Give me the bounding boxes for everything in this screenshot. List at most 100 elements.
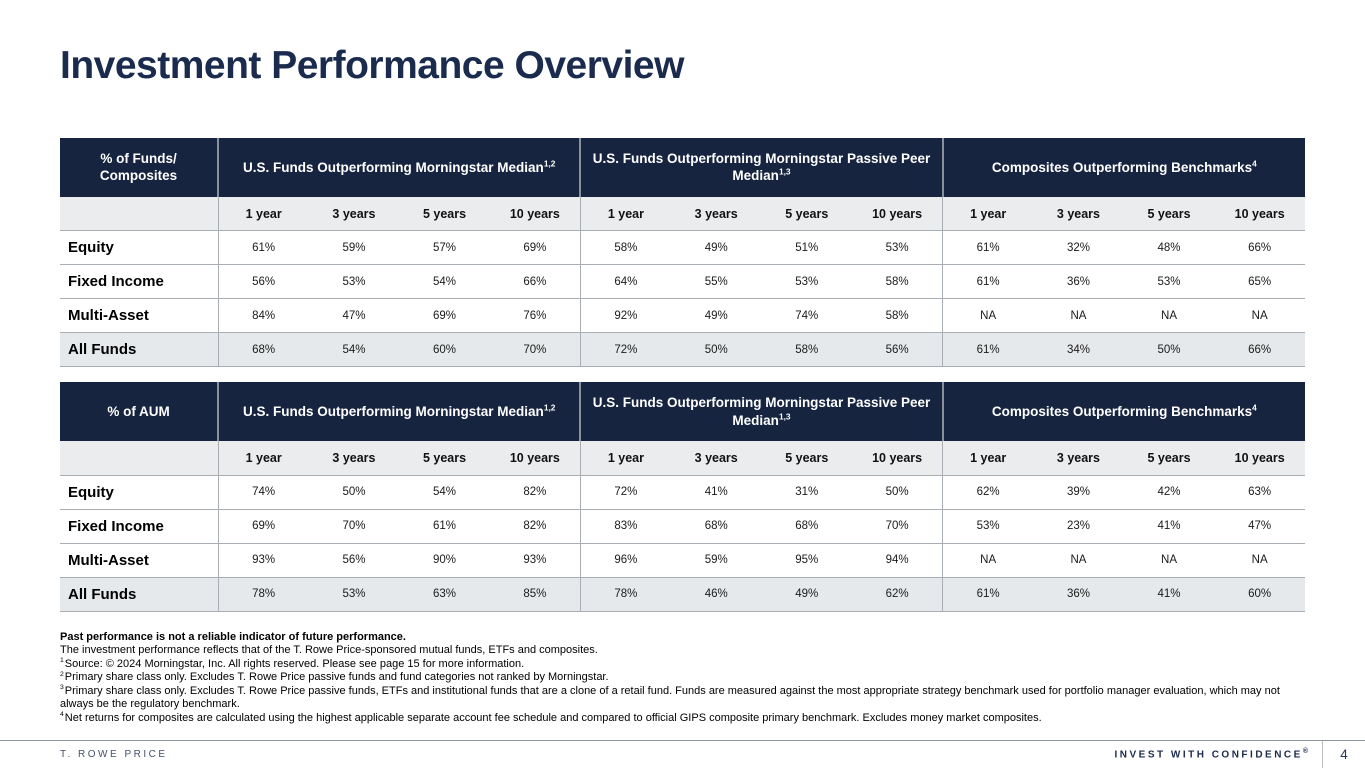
period-header-row: 1 year 3 years 5 years 10 years 1 year 3 year… — [60, 196, 1305, 232]
tagline-text: INVEST WITH CONFIDENCE — [1114, 749, 1303, 761]
period-header: 3 years — [308, 441, 400, 476]
footnote-disclaimer: Past performance is not a reliable indic… — [60, 630, 406, 643]
footnote-reference: 4 — [1252, 402, 1257, 413]
value-cell: 69% — [217, 509, 309, 544]
value-cell: 69% — [433, 309, 457, 322]
value-cell: 56% — [342, 554, 366, 567]
value-cell: 63% — [399, 577, 490, 612]
table-header-row: % of Funds/ Composites U.S. Funds Outperf… — [60, 137, 1305, 197]
value-cell: 62% — [942, 475, 1034, 510]
value-cell: NA — [1251, 309, 1268, 322]
row-label: Multi-Asset — [68, 307, 149, 325]
footnote-text: Source: © 2024 Morningstar, Inc. All rig… — [64, 657, 525, 670]
footer-divider — [1322, 741, 1323, 768]
value-cell: 34% — [1033, 332, 1124, 367]
page-number: 4 — [1340, 747, 1348, 762]
table-corner-label: % of Funds/ Composites — [60, 137, 219, 197]
column-group-header: Composites Outperforming Benchmarks4 — [941, 137, 1305, 197]
slide-footer: T. ROWE PRICE INVEST WITH CONFIDENCE® 4 — [0, 740, 1365, 768]
value-cell: 36% — [1033, 577, 1124, 612]
value-cell: NA — [1251, 554, 1268, 567]
footnote-2: 2Primary share class only. Excludes T. R… — [60, 671, 1305, 685]
period-header: 1 year — [217, 196, 309, 232]
value-cell: 70% — [489, 332, 581, 367]
period-header: 5 years — [761, 196, 853, 232]
footer-right: INVEST WITH CONFIDENCE® 4 — [1114, 741, 1365, 768]
value-cell: 94% — [885, 554, 909, 567]
value-cell: 53% — [885, 241, 909, 254]
period-header: 3 years — [670, 441, 762, 476]
footnote-sup: 3 — [60, 684, 64, 692]
value-cell: 48% — [1157, 241, 1181, 254]
period-header: 1 year — [579, 441, 671, 476]
period-header: 5 years — [1123, 441, 1215, 476]
value-cell: 83% — [579, 509, 671, 544]
value-cell: 54% — [308, 332, 400, 367]
value-cell: 76% — [523, 309, 547, 322]
value-cell: 51% — [795, 241, 819, 254]
value-cell: 58% — [579, 230, 671, 265]
footnote-4: 4Net returns for composites are calculat… — [60, 711, 1305, 726]
period-header: 10 years — [1214, 441, 1305, 476]
brand-wordmark: T. ROWE PRICE — [60, 749, 168, 760]
row-label: Fixed Income — [68, 517, 164, 535]
value-cell: 78% — [217, 577, 309, 612]
value-cell: 93% — [217, 543, 309, 578]
table-row: Multi-Asset 84% 47% 69% 76% 92% 49% 74% 58% NA NA N… — [60, 298, 1305, 333]
period-header: 1 year — [942, 196, 1034, 232]
footnote-3: 3Primary share class only. Excludes T. R… — [60, 684, 1305, 712]
value-cell: 72% — [579, 332, 671, 367]
value-cell: 61% — [942, 577, 1034, 612]
value-cell: 70% — [885, 520, 909, 533]
value-cell: 47% — [1248, 520, 1272, 533]
value-cell: NA — [1161, 554, 1178, 567]
value-cell: 82% — [523, 520, 547, 533]
value-cell: 42% — [1157, 486, 1181, 499]
value-cell: 41% — [1157, 520, 1181, 533]
value-cell: 58% — [761, 332, 853, 367]
registered-mark: ® — [1302, 748, 1308, 756]
value-cell: 74% — [795, 309, 819, 322]
period-header: 1 year — [217, 441, 309, 476]
value-cell: 49% — [704, 241, 728, 254]
row-label: Equity — [68, 239, 114, 257]
value-cell: 85% — [489, 577, 581, 612]
footnote-text: Primary share class only. Excludes T. Ro… — [64, 671, 609, 684]
value-cell: NA — [1161, 309, 1178, 322]
value-cell: 54% — [433, 486, 457, 499]
value-cell: 93% — [523, 554, 547, 567]
row-label: Fixed Income — [68, 273, 164, 291]
table-row: All Funds 78% 53% 63% 85% 78% 46% 49% 62% 61% 36% 4… — [60, 577, 1305, 612]
value-cell: 56% — [217, 264, 309, 299]
period-header: 3 years — [670, 196, 762, 232]
value-cell: 41% — [704, 486, 728, 499]
period-header: 10 years — [852, 441, 943, 476]
footnote-1: 1Source: © 2024 Morningstar, Inc. All ri… — [60, 657, 1305, 672]
period-header: 5 years — [399, 441, 490, 476]
value-cell: 62% — [852, 577, 943, 612]
value-cell: 65% — [1248, 275, 1272, 288]
footnote-sup: 2 — [60, 670, 64, 678]
value-cell: 60% — [1214, 577, 1305, 612]
value-cell: 57% — [433, 241, 457, 254]
footnote-sup: 4 — [60, 711, 64, 719]
tagline: INVEST WITH CONFIDENCE® — [1114, 748, 1308, 760]
column-group-header: U.S. Funds Outperforming Morningstar Med… — [217, 137, 581, 197]
period-header: 1 year — [942, 441, 1034, 476]
table-header-row: % of AUM U.S. Funds Outperforming Morning… — [60, 382, 1305, 442]
period-header: 1 year — [579, 196, 671, 232]
value-cell: 56% — [852, 332, 943, 367]
period-header-row: 1 year 3 years 5 years 10 years 1 year 3 year… — [60, 441, 1305, 476]
value-cell: 32% — [1066, 241, 1090, 254]
table-row: Fixed Income 69% 70% 61% 82% 83% 68% 68% 70% 53% 2… — [60, 509, 1305, 544]
table-row: All Funds 68% 54% 60% 70% 72% 50% 58% 56% 61% 34% 5… — [60, 332, 1305, 367]
value-cell: 31% — [795, 486, 819, 499]
period-header: 3 years — [1033, 196, 1124, 232]
value-cell: 50% — [1123, 332, 1215, 367]
value-cell: 36% — [1066, 275, 1090, 288]
table-corner-label: % of AUM — [60, 382, 219, 442]
value-cell: 59% — [704, 554, 728, 567]
footnote-reference: 1,3 — [778, 166, 791, 177]
table-row: Multi-Asset 93% 56% 90% 93% 96% 59% 95% 94% NA NA N… — [60, 543, 1305, 578]
value-cell: NA — [942, 543, 1034, 578]
